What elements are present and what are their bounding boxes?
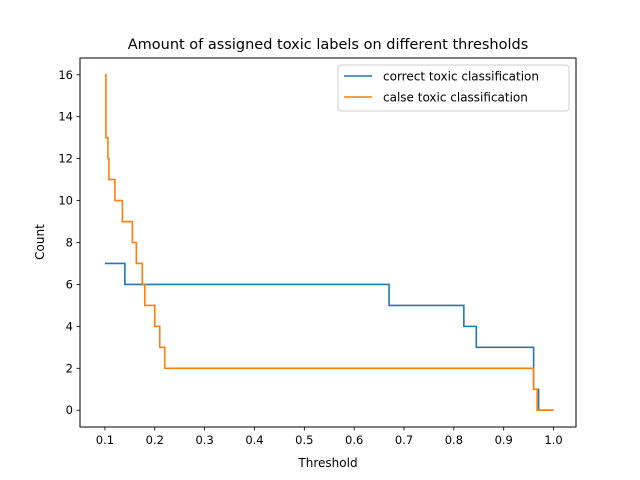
x-tick-label: 0.6 <box>345 433 363 447</box>
chart-title: Amount of assigned toxic labels on diffe… <box>128 37 529 53</box>
y-tick-label: 12 <box>58 152 73 166</box>
y-tick-label: 4 <box>66 319 73 333</box>
x-axis-ticks: 0.1 0.2 0.3 0.4 0.5 0.6 0.7 0.8 0.9 1.0 <box>96 427 563 447</box>
x-tick-label: 0.8 <box>445 433 463 447</box>
x-tick-label: 0.4 <box>245 433 263 447</box>
x-tick-label: 0.7 <box>395 433 413 447</box>
y-tick-label: 10 <box>58 194 73 208</box>
series-line-false <box>104 73 554 412</box>
legend-label-correct: correct toxic classification <box>383 70 539 84</box>
y-tick-label: 6 <box>66 277 73 291</box>
y-axis-ticks: 0 2 4 6 8 10 12 14 16 <box>58 68 80 417</box>
legend-box <box>337 64 570 112</box>
x-axis-label: Threshold <box>297 456 357 470</box>
x-tick-label: 0.1 <box>96 433 114 447</box>
y-tick-label: 2 <box>66 361 73 375</box>
y-tick-label: 16 <box>58 68 73 82</box>
x-tick-label: 0.5 <box>295 433 313 447</box>
y-tick-label: 0 <box>66 403 73 417</box>
legend: correct toxic classification calse toxic… <box>337 64 570 112</box>
y-axis-label: Count <box>33 224 47 260</box>
legend-label-false: calse toxic classification <box>383 91 528 105</box>
series-layer <box>104 73 554 412</box>
y-tick-label: 14 <box>58 110 73 124</box>
x-tick-label: 0.2 <box>146 433 164 447</box>
x-tick-label: 0.3 <box>195 433 213 447</box>
x-tick-label: 1.0 <box>544 433 562 447</box>
y-tick-label: 8 <box>66 236 73 250</box>
x-tick-label: 0.9 <box>495 433 513 447</box>
series-line-correct <box>104 262 554 412</box>
